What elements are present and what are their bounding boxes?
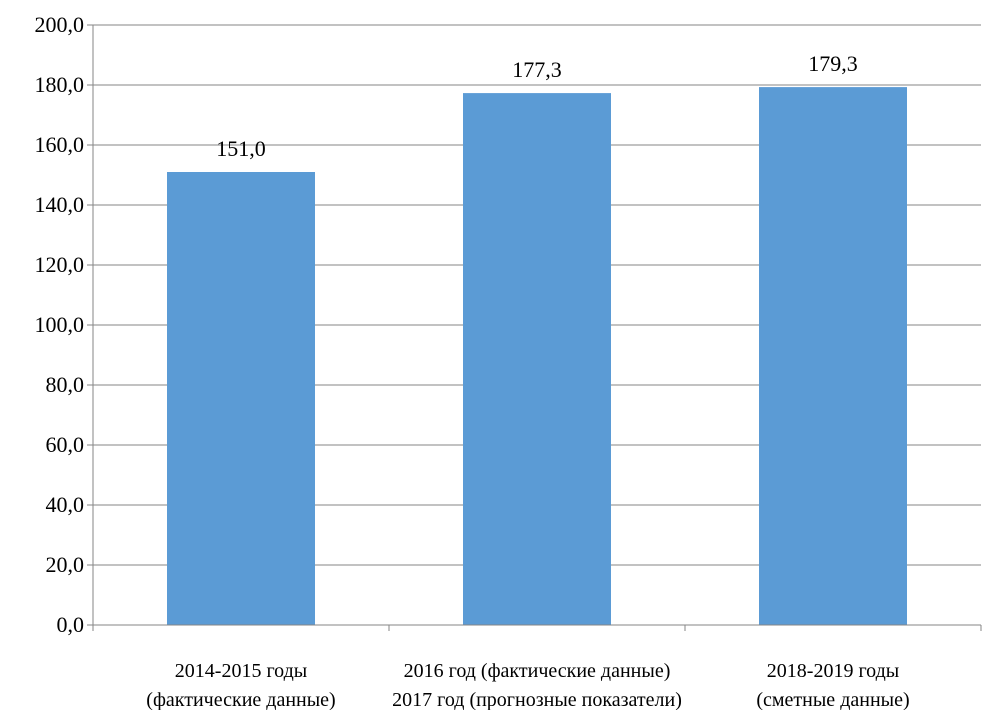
category-label: 2018-2019 годы [767,660,899,682]
labels: 0,0 20,0 40,0 60,0 80,0 100,0 120,0 140,0 160,0 1… [35,12,910,710]
axes [87,24,982,631]
y-tick-label: 80,0 [46,372,85,397]
y-tick-label: 60,0 [46,432,85,457]
y-tick-label: 0,0 [57,612,85,637]
category-label: 2016 год (фактические данные) [404,660,671,682]
data-label: 179,3 [808,51,858,76]
y-tick-label: 160,0 [35,132,85,157]
category-label: 2014-2015 годы [175,660,307,682]
y-tick-label: 140,0 [35,192,85,217]
data-label: 177,3 [512,57,562,82]
bar [759,87,907,626]
category-label: (сметные данные) [756,689,909,710]
y-tick-label: 180,0 [35,72,85,97]
bars [167,87,907,626]
y-tick-label: 120,0 [35,252,85,277]
y-tick-label: 200,0 [35,12,85,37]
y-tick-label: 100,0 [35,312,85,337]
bar [167,172,315,625]
category-label: 2017 год (прогнозные показатели) [392,689,682,710]
y-tick-label: 40,0 [46,492,85,517]
bar [463,93,611,626]
y-tick-label: 20,0 [46,552,85,577]
category-label: (фактические данные) [146,689,335,710]
data-label: 151,0 [216,136,266,161]
